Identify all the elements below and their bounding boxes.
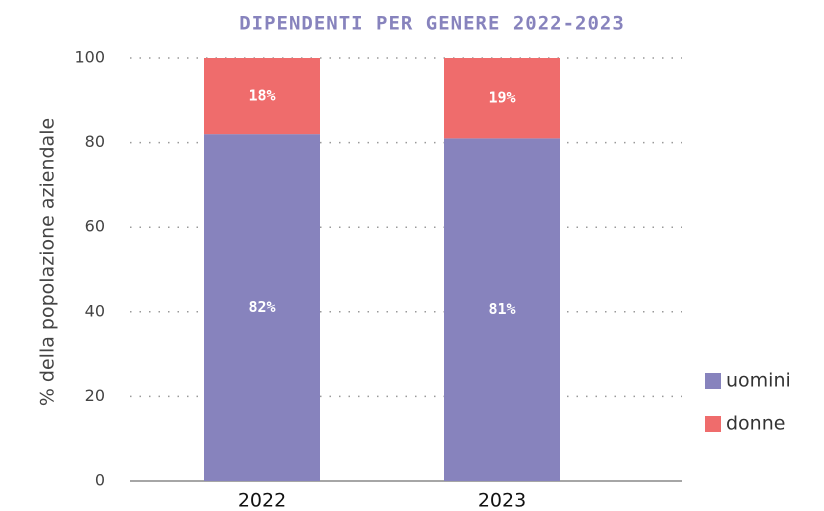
x-tick-label: 2022 [238, 490, 286, 511]
data-label: 19% [488, 89, 515, 107]
bar-segment [204, 58, 320, 135]
x-tick-label: 2023 [478, 490, 526, 511]
y-axis-label: % della popolazione aziendale [37, 118, 59, 406]
chart-title: DIPENDENTI PER GENERE 2022-2023 [239, 13, 625, 35]
data-label: 82% [248, 298, 275, 316]
y-tick-label: 20 [85, 386, 105, 405]
data-label: 81% [488, 300, 515, 318]
legend-swatch [705, 416, 721, 432]
y-tick-label: 0 [95, 471, 105, 490]
y-tick-label: 60 [85, 217, 105, 236]
bar-segment [444, 138, 560, 481]
y-tick-label: 100 [74, 48, 105, 67]
y-tick-label: 80 [85, 132, 105, 151]
legend-label: donne [726, 413, 785, 435]
data-label: 18% [248, 87, 275, 105]
bar-segment [204, 134, 320, 481]
legend-swatch [705, 373, 721, 389]
legend-label: uomini [726, 370, 791, 392]
bar-segment [444, 58, 560, 139]
y-tick-label: 40 [85, 301, 105, 320]
